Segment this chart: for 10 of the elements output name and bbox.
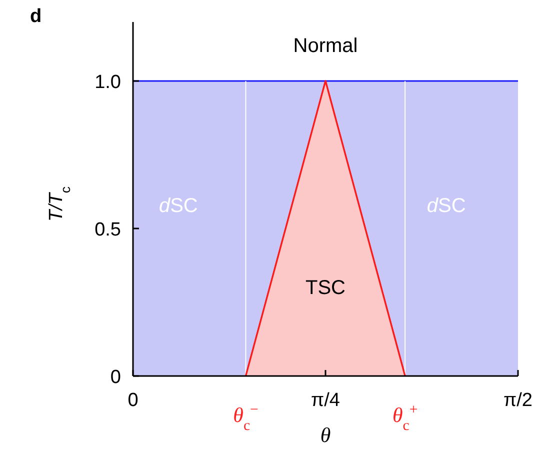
x-tick-label: 0 [128, 390, 138, 411]
annotation: TSC [306, 277, 346, 299]
chart-title: d [30, 6, 42, 27]
y-tick-label: 1.0 [94, 72, 121, 93]
x-tick-label: π/2 [504, 390, 532, 411]
x-tick-label: π/4 [311, 390, 340, 411]
y-tick-label: 0.5 [94, 220, 121, 240]
y-tick-label: 0 [110, 367, 121, 388]
x-axis-title: θ [320, 423, 331, 447]
annotation: Normal [293, 35, 358, 57]
